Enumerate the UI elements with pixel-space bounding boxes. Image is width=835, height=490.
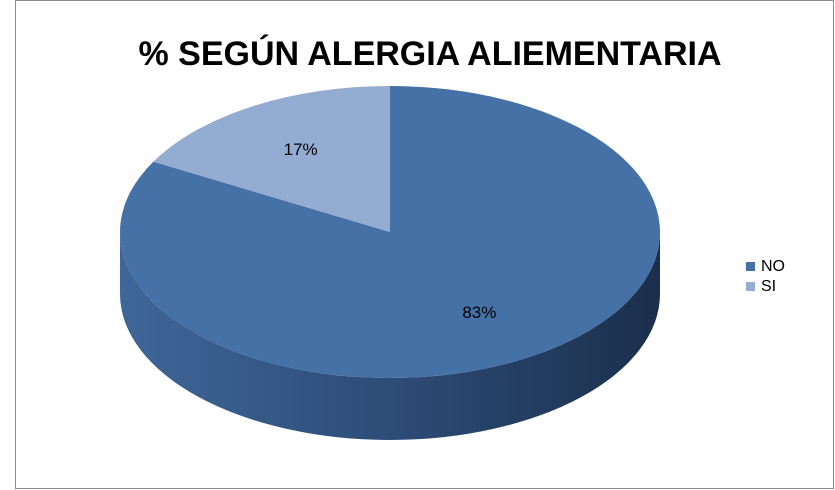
pie-side [120, 232, 660, 440]
pie-slice [153, 86, 390, 232]
legend-label: SI [761, 278, 776, 295]
pie-slice [120, 86, 661, 379]
chart-title: % SEGÚN ALERGIA ALIEMENTARIA [138, 35, 721, 73]
data-label: 17% [284, 140, 318, 159]
legend-swatch [746, 262, 755, 271]
data-label: 83% [462, 303, 496, 322]
legend-swatch [746, 282, 755, 291]
legend-label: NO [761, 258, 785, 275]
